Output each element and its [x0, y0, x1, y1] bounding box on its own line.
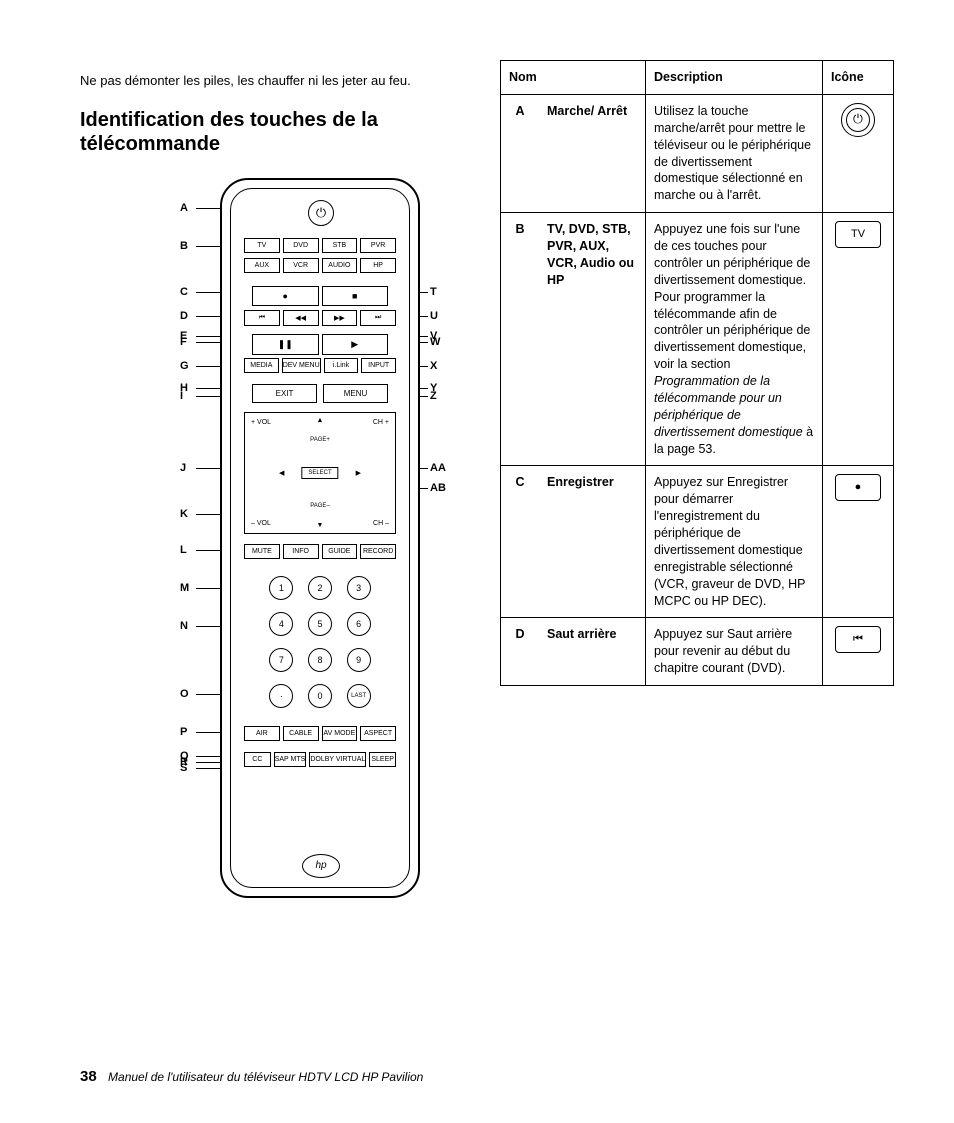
callout-label: B — [180, 240, 188, 252]
remote-button: MEDIA — [244, 358, 279, 373]
numpad-button: 1 — [269, 576, 293, 600]
page-up-label: PAGE+ — [310, 437, 330, 443]
remote-button: ⏭ — [360, 310, 396, 326]
numpad-button: LAST — [347, 684, 371, 708]
callout-label: I — [180, 390, 183, 402]
callout-label: S — [180, 762, 187, 774]
intro-text: Ne pas démonter les piles, les chauffer … — [80, 73, 460, 90]
callout-label: O — [180, 688, 189, 700]
nav-up-icon: ▲ — [317, 417, 324, 424]
remote-button: GUIDE — [322, 544, 358, 559]
numpad-button: 4 — [269, 612, 293, 636]
ch-up-label: CH + — [373, 419, 389, 426]
callout-label: L — [180, 544, 187, 556]
remote-button: ASPECT — [360, 726, 396, 741]
remote-button: ❚❚ — [252, 334, 319, 355]
numpad-button: 0 — [308, 684, 332, 708]
callout-label: P — [180, 726, 187, 738]
table-row: DSaut arrièreAppuyez sur Saut arrière po… — [501, 618, 894, 686]
callout-label: T — [430, 286, 437, 298]
tv-icon: TV — [835, 221, 881, 248]
callout-label: N — [180, 620, 188, 632]
remote-button: DEV MENU — [282, 358, 321, 373]
table-row: AMarche/ ArrêtUtilisez la touche marche/… — [501, 94, 894, 212]
numpad-button: 6 — [347, 612, 371, 636]
remote-button: EXIT — [252, 384, 317, 403]
remote-button: ▶▶ — [322, 310, 358, 326]
nav-right-icon: ▶ — [356, 469, 361, 477]
numpad-button: 7 — [269, 648, 293, 672]
hp-logo: hp — [302, 854, 340, 878]
remote-button: i.Link — [324, 358, 359, 373]
record-icon: ● — [835, 474, 881, 501]
remote-button: SLEEP — [369, 752, 396, 767]
callout-label: AB — [430, 482, 446, 494]
page-number: 38 — [80, 1068, 97, 1085]
remote-button: CABLE — [283, 726, 319, 741]
select-label: SELECT — [301, 467, 338, 479]
remote-button: MENU — [323, 384, 388, 403]
th-desc: Description — [646, 61, 823, 95]
numpad-button: 2 — [308, 576, 332, 600]
callout-label: A — [180, 202, 188, 214]
ch-dn-label: CH – — [373, 520, 389, 527]
vol-dn-label: – VOL — [251, 520, 271, 527]
th-icon: Icône — [823, 61, 894, 95]
numpad-button: 8 — [308, 648, 332, 672]
page-dn-label: PAGE– — [310, 503, 330, 509]
callout-label: G — [180, 360, 189, 372]
remote-button: INPUT — [361, 358, 396, 373]
remote-button: ⏮ — [244, 310, 280, 326]
nav-left-icon: ◀ — [279, 469, 284, 477]
remote-diagram: ABCDEFGHIJKLMNOPQRS TUVWXYZAAAB ⏻ TVDVDS… — [80, 178, 460, 918]
power-icon: ⏻ — [841, 103, 875, 137]
remote-button: SAP MTS — [274, 752, 307, 767]
callout-label: C — [180, 286, 188, 298]
vol-up-label: + VOL — [251, 419, 271, 426]
th-nom: Nom — [501, 61, 646, 95]
callout-label: F — [180, 336, 187, 348]
remote-button: ▶ — [322, 334, 389, 355]
callout-label: AA — [430, 462, 446, 474]
section-heading: Identification des touches de la télécom… — [80, 108, 460, 156]
callout-label: X — [430, 360, 437, 372]
table-row: CEnregistrerAppuyez sur Enregistrer pour… — [501, 466, 894, 618]
manual-title: Manuel de l'utilisateur du téléviseur HD… — [108, 1070, 423, 1084]
page-footer: 38 Manuel de l'utilisateur du téléviseur… — [80, 1068, 423, 1085]
callout-label: U — [430, 310, 438, 322]
remote-button: ◀◀ — [283, 310, 319, 326]
callout-label: J — [180, 462, 186, 474]
remote-button: VCR — [283, 258, 319, 273]
remote-button: PVR — [360, 238, 396, 253]
numpad-button: 5 — [308, 612, 332, 636]
remote-button: AUX — [244, 258, 280, 273]
remote-button: STB — [322, 238, 358, 253]
remote-button: TV — [244, 238, 280, 253]
callout-label: D — [180, 310, 188, 322]
remote-button: RECORD — [360, 544, 396, 559]
remote-button: DOLBY VIRTUAL — [309, 752, 366, 767]
remote-button: HP — [360, 258, 396, 273]
numpad-button: 9 — [347, 648, 371, 672]
remote-button: AIR — [244, 726, 280, 741]
nav-down-icon: ▼ — [317, 522, 324, 529]
remote-button: ■ — [322, 286, 389, 306]
remote-button: INFO — [283, 544, 319, 559]
callout-label: W — [430, 336, 440, 348]
button-description-table: Nom Description Icône AMarche/ ArrêtUtil… — [500, 60, 894, 686]
remote-button: ● — [252, 286, 319, 306]
power-icon: ⏻ — [308, 200, 334, 226]
skipback-icon: ⏮ — [835, 626, 881, 653]
callout-label: M — [180, 582, 189, 594]
remote-button: AV MODE — [322, 726, 358, 741]
numpad-button: · — [269, 684, 293, 708]
numpad-button: 3 — [347, 576, 371, 600]
remote-button: MUTE — [244, 544, 280, 559]
remote-button: AUDIO — [322, 258, 358, 273]
table-row: BTV, DVD, STB, PVR, AUX, VCR, Audio ou H… — [501, 213, 894, 466]
callout-label: Z — [430, 390, 437, 402]
remote-button: DVD — [283, 238, 319, 253]
remote-button: CC — [244, 752, 271, 767]
callout-label: K — [180, 508, 188, 520]
